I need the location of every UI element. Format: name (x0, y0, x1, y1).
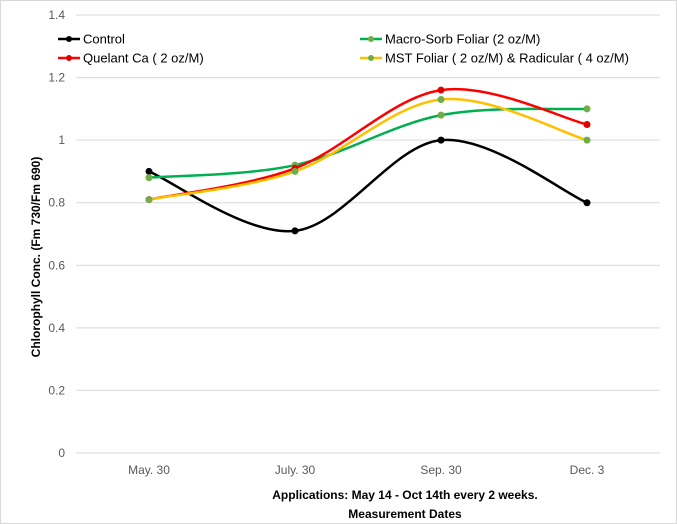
legend-entry: MST Foliar ( 2 oz/M) & Radicular ( 4 oz/… (360, 51, 629, 66)
x-tick-labels: May. 30 July. 30 Sep. 30 Dec. 3 (128, 463, 605, 477)
y-tick-label: 1.4 (48, 8, 65, 22)
data-point (291, 227, 299, 235)
x-tick-label: Sep. 30 (420, 463, 462, 477)
data-point (145, 174, 153, 182)
y-tick-label: 0.6 (48, 258, 65, 272)
data-point (145, 196, 153, 204)
data-point (583, 121, 591, 128)
data-point (437, 86, 445, 94)
y-tick-label: 1.2 (48, 71, 65, 85)
data-point (437, 111, 445, 119)
legend-entry: Control (58, 32, 125, 47)
legend-label: MST Foliar ( 2 oz/M) & Radicular ( 4 oz/… (385, 51, 629, 66)
y-tick-label: 0.4 (48, 321, 65, 335)
series-3 (145, 95, 591, 204)
y-tick-label: 0.8 (48, 196, 65, 210)
series-0 (145, 136, 591, 235)
legend-label: Control (83, 32, 125, 47)
legend-swatch-marker (66, 55, 72, 61)
y-axis-title: Chlorophyll Conc. (Fm 730/Fm 690) (29, 157, 43, 358)
series-lines (145, 86, 591, 235)
x-axis-title-line-1: Applications: May 14 - Oct 14th every 2 … (272, 488, 537, 502)
y-tick-labels: 0 0.2 0.4 0.6 0.8 1 1.2 1.4 (48, 8, 65, 460)
x-tick-label: May. 30 (128, 463, 170, 477)
legend: Control Macro-Sorb Foliar (2 oz/M) Quelant… (58, 32, 629, 66)
data-point (291, 167, 299, 175)
series-line (147, 107, 589, 179)
y-tick-label: 0 (58, 446, 65, 460)
x-tick-label: Dec. 3 (570, 463, 605, 477)
legend-entry: Macro-Sorb Foliar (2 oz/M) (360, 32, 540, 47)
legend-label: Quelant Ca ( 2 oz/M) (83, 51, 204, 66)
series-line (147, 97, 589, 201)
x-axis-title-line-2: Measurement Dates (348, 507, 462, 521)
data-point (583, 199, 591, 207)
series-line (147, 87, 589, 201)
y-tick-label: 1 (58, 133, 65, 147)
data-point (437, 95, 445, 103)
data-point (583, 105, 591, 113)
legend-swatch-marker (368, 36, 374, 42)
data-point (145, 167, 153, 175)
y-tick-label: 0.2 (48, 383, 65, 397)
gridlines (76, 14, 660, 454)
legend-label: Macro-Sorb Foliar (2 oz/M) (385, 32, 540, 47)
data-point (583, 136, 591, 144)
legend-swatch-marker (66, 36, 72, 42)
legend-entry: Quelant Ca ( 2 oz/M) (58, 51, 204, 66)
legend-swatch-marker (368, 55, 374, 61)
x-tick-label: July. 30 (275, 463, 316, 477)
series-line (147, 138, 589, 233)
data-point (437, 136, 445, 144)
